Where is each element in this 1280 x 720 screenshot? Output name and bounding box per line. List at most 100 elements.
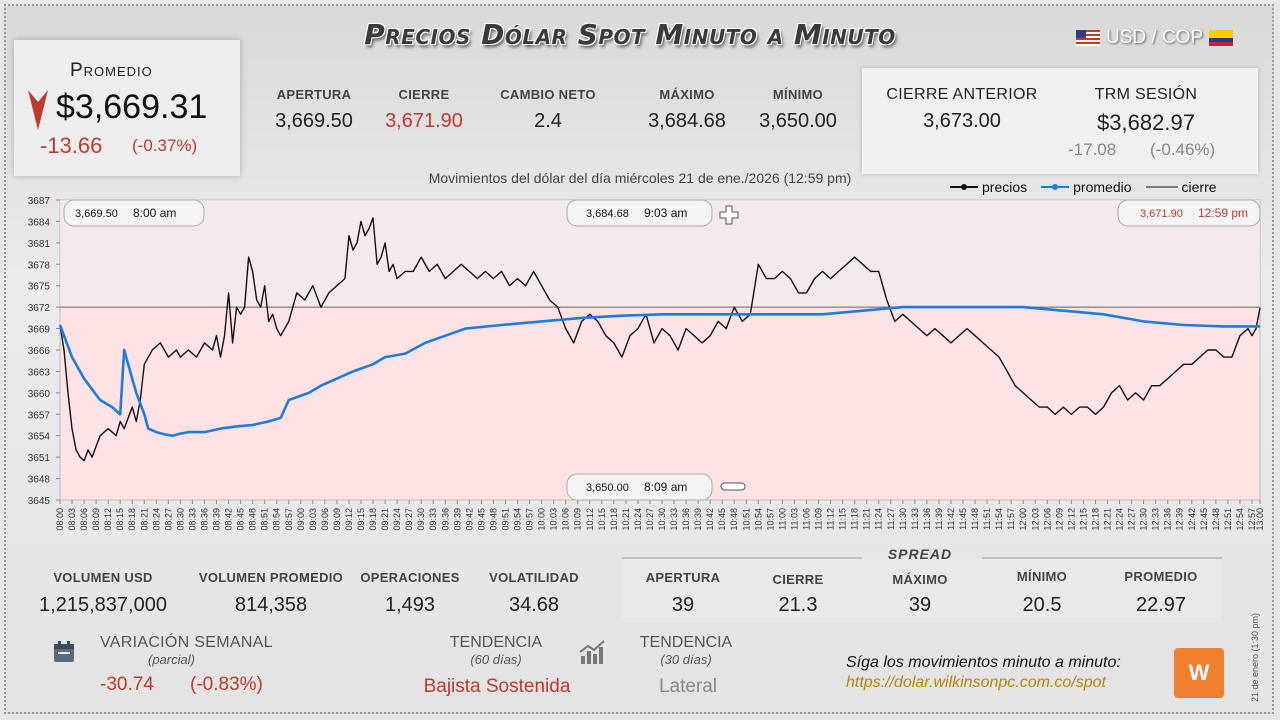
spread-divider: [622, 557, 1222, 559]
price-chart: 3645 3648 3651 3654 3657 3660 3663 3666 3669 3672…: [28, 196, 1265, 531]
x-tick-label-16: 08:48: [248, 508, 258, 531]
x-tick-label-25: 09:15: [356, 508, 366, 531]
legend-precios-label: precios: [982, 179, 1028, 195]
x-tick-label-80: 12:00: [1018, 508, 1028, 531]
trm-value: $3,682.97: [1097, 110, 1195, 135]
x-tick-label-74: 11:42: [946, 508, 956, 530]
x-tick-label-96: 12:48: [1211, 508, 1221, 531]
crosshair-icon: [719, 205, 739, 225]
y-tick-label-14: 3687: [28, 196, 51, 207]
x-tick-label-83: 12:09: [1054, 508, 1064, 531]
right-stats-panel: [862, 68, 1258, 174]
x-tick-label-45: 10:15: [597, 508, 607, 531]
x-tick-label-59: 10:57: [765, 508, 775, 531]
annotation-time-2: 12:59 pm: [1198, 206, 1248, 220]
x-tick-label-33: 09:39: [452, 508, 462, 531]
x-tick-label-35: 09:45: [476, 508, 486, 531]
x-tick-label-66: 11:18: [850, 508, 860, 530]
x-tick-label-49: 10:27: [645, 508, 655, 531]
y-tick-label-9: 3672: [28, 303, 51, 314]
trm-change: -17.08: [1068, 140, 1117, 159]
x-tick-label-98: 12:54: [1235, 508, 1245, 531]
x-tick-label-19: 08:57: [284, 508, 294, 531]
annotation-time-1: 9:03 am: [644, 206, 687, 220]
stat-value-0: 3,669.50: [275, 110, 353, 132]
tendencia60-value: Bajista Sostenida: [423, 676, 571, 697]
variacion-pct: (-0.83%): [190, 674, 263, 695]
spread-value-2: 39: [908, 594, 932, 616]
x-tick-label-85: 12:15: [1078, 508, 1088, 531]
y-tick-label-10: 3675: [28, 282, 51, 293]
bottom-stat-value-0: 1,215,837,000: [39, 594, 167, 616]
x-tick-label-75: 11:45: [958, 508, 968, 530]
x-tick-label-48: 10:24: [633, 508, 643, 531]
legend-promedio-swatch: [1041, 184, 1070, 190]
page-title: Precios Dólar Spot Minuto a Minuto: [364, 18, 896, 51]
legend-promedio: promedio: [1041, 179, 1132, 195]
bottom-stat-label-3: VOLATILIDAD: [489, 570, 579, 585]
x-tick-label-73: 11:39: [934, 508, 944, 530]
vertical-note: 21 de enero (1:30 pm): [1250, 612, 1260, 702]
x-tick-label-65: 11:15: [838, 508, 848, 530]
us-flag-icon: [1076, 30, 1100, 46]
trm-change-pct: (-0.46%): [1150, 140, 1216, 159]
promedio-label: Promedio: [70, 60, 153, 81]
stat-value-1: 3,671.90: [385, 110, 463, 132]
x-tick-label-79: 11:57: [1006, 508, 1016, 530]
x-tick-label-37: 09:51: [500, 508, 510, 531]
x-tick-label-7: 08:21: [139, 508, 149, 531]
y-tick-label-13: 3684: [28, 217, 51, 228]
calendar-icon: [54, 641, 74, 662]
x-tick-label-36: 09:48: [488, 508, 498, 531]
tendencia30-sub: (30 días): [660, 652, 712, 667]
spread-label-1: CIERRE: [772, 572, 824, 587]
x-tick-label-23: 09:09: [332, 508, 342, 531]
spread-value-1: 21.3: [778, 594, 818, 616]
y-tick-label-5: 3660: [28, 389, 51, 400]
x-tick-label-0: 08:00: [55, 508, 65, 531]
x-tick-label-92: 12:36: [1163, 508, 1173, 531]
x-tick-label-46: 10:18: [609, 508, 619, 531]
x-tick-label-40: 10:00: [537, 508, 547, 531]
follow-text: Síga los movimientos minuto a minuto:: [846, 654, 1121, 671]
x-tick-label-31: 09:33: [428, 508, 438, 531]
x-tick-label-61: 11:03: [789, 508, 799, 530]
x-tick-label-50: 10:30: [657, 508, 667, 531]
tendencia30-label: TENDENCIA: [639, 634, 733, 651]
x-tick-label-32: 09:36: [440, 508, 450, 531]
variacion-sub: (parcial): [148, 652, 195, 667]
spread-label-0: APERTURA: [645, 570, 721, 585]
x-tick-label-93: 12:39: [1175, 508, 1185, 531]
y-tick-label-2: 3651: [28, 453, 51, 464]
series-promedio: [58, 305, 1260, 438]
x-tick-label-89: 12:27: [1127, 508, 1137, 531]
legend-cierre: cierre: [1145, 179, 1217, 195]
wilkinson-logo[interactable]: W: [1174, 648, 1224, 698]
x-tick-label-86: 12:18: [1090, 508, 1100, 531]
trend-chart-icon: [579, 640, 605, 664]
x-tick-label-47: 10:21: [621, 508, 631, 531]
x-tick-label-55: 10:45: [717, 508, 727, 531]
x-tick-label-82: 12:06: [1042, 508, 1052, 531]
x-tick-label-76: 11:48: [970, 508, 980, 530]
legend-cierre-swatch: [1145, 186, 1178, 188]
bottom-stat-value-2: 1,493: [384, 594, 436, 616]
spread-label-3: MÍNIMO: [1016, 569, 1068, 584]
bottom-stat-label-2: OPERACIONES: [360, 570, 460, 585]
x-tick-label-39: 09:57: [525, 508, 535, 531]
x-tick-label-100: 13:00: [1255, 508, 1265, 531]
annotation-value-3: 3,650.00: [586, 482, 629, 494]
spread-value-3: 20.5: [1022, 594, 1062, 616]
annotation-box-1: [566, 199, 713, 227]
site-link[interactable]: https://dolar.wilkinsonpc.com.co/spot: [846, 674, 1106, 691]
x-tick-label-72: 11:36: [922, 508, 932, 530]
scroll-handle-icon: [720, 482, 746, 491]
x-tick-label-27: 09:21: [380, 508, 390, 531]
x-tick-label-97: 12:51: [1223, 508, 1233, 531]
x-tick-label-44: 10:12: [585, 508, 595, 531]
x-tick-label-78: 11:54: [994, 508, 1004, 530]
stat-label-4: MÍNIMO: [772, 87, 824, 102]
x-tick-label-58: 10:54: [753, 508, 763, 531]
x-tick-label-41: 10:03: [549, 508, 559, 531]
x-tick-label-10: 08:30: [175, 508, 185, 531]
